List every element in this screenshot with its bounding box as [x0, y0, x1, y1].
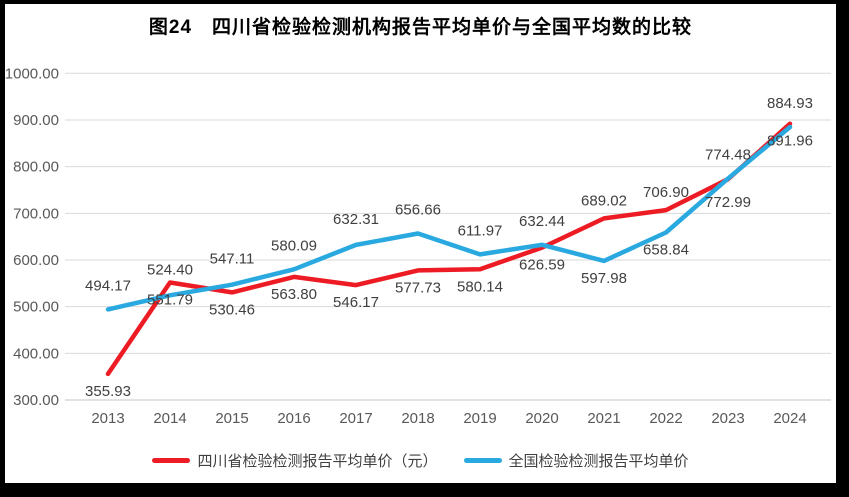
- sichuan-series-line: [105, 121, 793, 377]
- y-tick-label: 700.00: [13, 205, 59, 222]
- y-tick-label: 800.00: [13, 159, 59, 176]
- legend-item-sichuan: 四川省检验检测报告平均单价（元）: [152, 450, 438, 471]
- x-tick-label: 2015: [215, 410, 248, 427]
- x-tick-label: 2019: [463, 410, 496, 427]
- y-tick-label: 600.00: [13, 252, 59, 269]
- x-tick-label: 2014: [153, 410, 186, 427]
- x-tick-label: 2024: [773, 410, 806, 427]
- legend-swatch-national: [463, 458, 502, 463]
- x-tick-label: 2018: [401, 410, 434, 427]
- national-data-label: 632.44: [519, 213, 565, 230]
- national-series-line: [105, 124, 793, 312]
- sichuan-data-label: 577.73: [395, 279, 441, 296]
- y-tick-label: 900.00: [13, 112, 59, 129]
- sichuan-data-label: 546.17: [333, 294, 379, 311]
- national-data-label: 494.17: [85, 277, 131, 294]
- sichuan-data-label: 580.14: [457, 278, 503, 295]
- y-tick-label: 300.00: [13, 392, 59, 409]
- national-data-label: 656.66: [395, 202, 441, 219]
- sichuan-data-label: 530.46: [209, 301, 255, 318]
- sichuan-data-label: 772.99: [705, 194, 751, 211]
- national-data-label: 580.09: [271, 237, 317, 254]
- national-data-label: 884.93: [767, 95, 813, 112]
- sichuan-data-label: 891.96: [767, 133, 813, 150]
- sichuan-data-label: 563.80: [271, 286, 317, 303]
- x-tick-label: 2017: [339, 410, 372, 427]
- national-data-label: 547.11: [210, 251, 255, 268]
- sichuan-data-label: 689.02: [581, 192, 627, 209]
- sichuan-data-label: 626.59: [519, 257, 565, 274]
- chart-canvas: 图24 四川省检验检测机构报告平均单价与全国平均数的比较 1000.00 900.…: [5, 4, 836, 483]
- x-tick-label: 2020: [525, 410, 558, 427]
- x-tick-label: 2013: [91, 410, 124, 427]
- national-data-label: 774.48: [705, 147, 751, 164]
- chart-title: 图24 四川省检验检测机构报告平均单价与全国平均数的比较: [148, 17, 693, 38]
- sichuan-data-label: 551.79: [147, 291, 193, 308]
- x-tick-label: 2022: [649, 410, 682, 427]
- legend-label-national: 全国检验检测报告平均单价: [508, 453, 689, 470]
- x-tick-label: 2023: [711, 410, 744, 427]
- sichuan-data-label: 706.90: [643, 184, 689, 201]
- national-data-label: 597.98: [581, 270, 627, 287]
- chart-legend: 四川省检验检测报告平均单价（元） 全国检验检测报告平均单价: [5, 450, 836, 471]
- legend-item-national: 全国检验检测报告平均单价: [463, 450, 689, 471]
- legend-label-sichuan: 四川省检验检测报告平均单价（元）: [197, 453, 438, 470]
- y-tick-label: 1000.00: [5, 65, 59, 82]
- x-tick-label: 2021: [587, 410, 620, 427]
- sichuan-data-label: 355.93: [85, 383, 131, 400]
- chart-svg: 1000.00 900.00 800.00 700.00 600.00 500.00 400…: [5, 65, 831, 427]
- national-data-label: 611.97: [458, 222, 503, 239]
- national-data-label: 658.84: [643, 242, 689, 259]
- national-data-label: 524.40: [147, 261, 193, 278]
- y-tick-label: 500.00: [13, 299, 59, 316]
- y-tick-label: 400.00: [13, 345, 59, 362]
- legend-swatch-sichuan: [152, 458, 191, 463]
- national-data-label: 632.31: [333, 211, 379, 228]
- x-tick-label: 2016: [277, 410, 310, 427]
